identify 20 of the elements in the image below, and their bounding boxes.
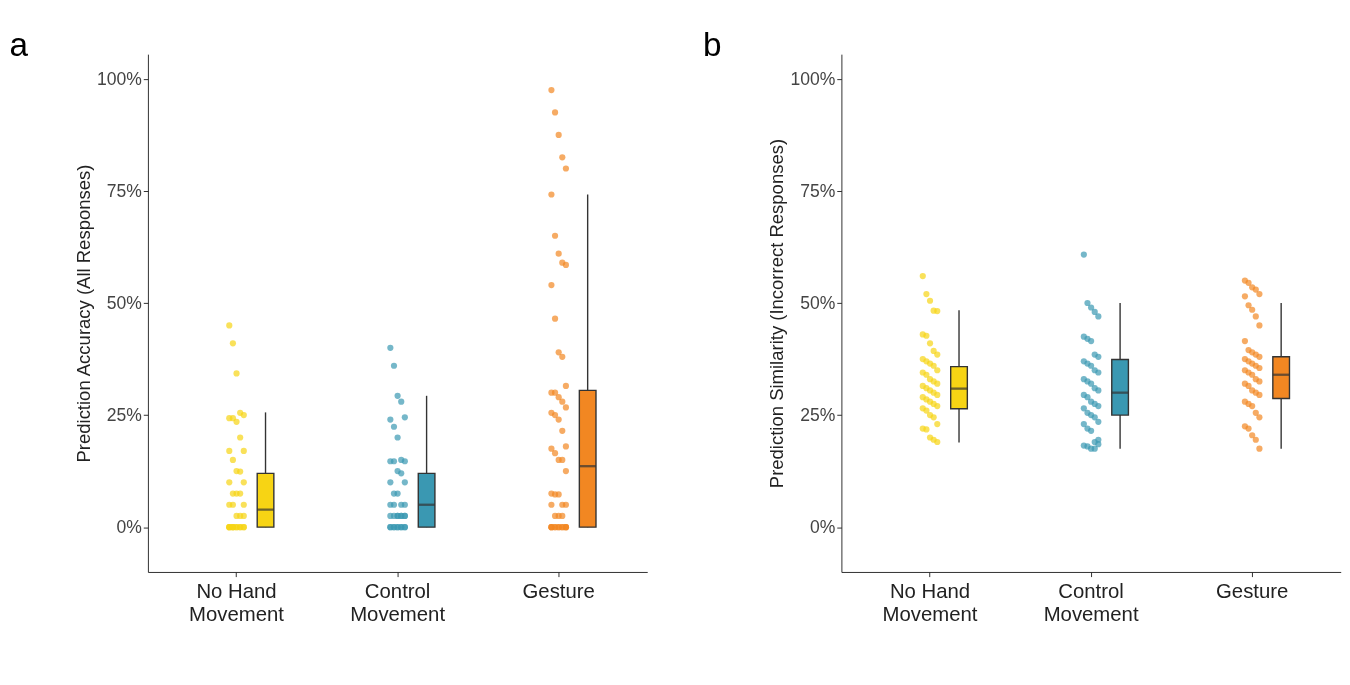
y-axis-title: Prediction Accuracy (All Responses): [72, 164, 94, 463]
x-tick-label: No Hand Movement: [882, 580, 978, 625]
x-tick-label: No Hand Movement: [189, 580, 285, 625]
x-tick-label: Control Movement: [1043, 580, 1139, 625]
y-tick-label: 100%: [97, 68, 142, 89]
y-tick-label: 25%: [800, 405, 836, 426]
y-tick-label: 50%: [106, 293, 142, 314]
chart-title: b: [703, 26, 722, 64]
x-tick-label: Gesture: [1216, 580, 1289, 603]
y-tick-label: 25%: [106, 405, 142, 426]
x-tick-label: Control Movement: [350, 580, 446, 625]
y-tick-label: 0%: [116, 517, 142, 538]
x-tick-label: Gesture: [522, 580, 595, 603]
y-tick-label: 100%: [790, 68, 836, 89]
y-tick-label: 50%: [800, 293, 836, 314]
y-tick-label: 0%: [810, 517, 836, 538]
chart-title: a: [9, 26, 29, 64]
y-tick-label: 75%: [800, 180, 836, 201]
y-tick-label: 75%: [106, 180, 142, 201]
y-axis-title: Prediction Similarity (Incorrect Responses): [766, 138, 788, 489]
